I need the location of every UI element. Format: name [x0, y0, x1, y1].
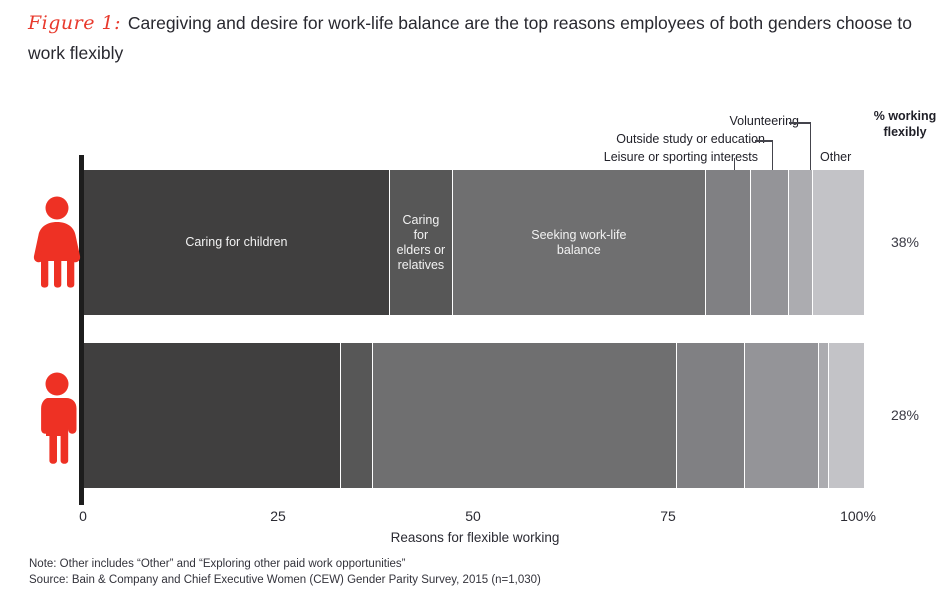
segment-caring-for-children-men[interactable] [84, 343, 341, 488]
segment-leisure-or-sporting-men[interactable] [676, 343, 746, 488]
stacked-bar-men[interactable] [84, 343, 864, 488]
leader-line-outside-study-h [755, 140, 773, 142]
callout-other: Other [820, 150, 852, 164]
leader-line-volunteering-v [809, 122, 811, 170]
y-axis-line [79, 155, 84, 505]
segment-other-women[interactable] [813, 170, 864, 315]
callout-volunteering: Volunteering [729, 114, 799, 128]
segment-label: Caring for elders or relatives [396, 212, 446, 272]
segment-volunteering-men[interactable] [818, 343, 829, 488]
footnote-source: Source: Bain & Company and Chief Executi… [29, 574, 541, 586]
percent-working-flexibly-header: % working flexibly [862, 108, 948, 140]
percent-value-men: 28% [890, 407, 920, 423]
segment-caring-for-elders-men[interactable] [340, 343, 373, 488]
segment-seeking-work-life-balance-women[interactable]: Seeking work-life balance [452, 170, 706, 315]
pct-head-line2: flexibly [883, 125, 927, 139]
x-tick-0: 0 [79, 508, 87, 524]
percent-value-women: 38% [890, 234, 920, 250]
segment-label: Seeking work-life balance [531, 227, 627, 257]
figure-title: Figure 1: Caregiving and desire for work… [28, 8, 928, 68]
callout-outside-study: Outside study or education [616, 132, 765, 146]
x-axis-title: Reasons for flexible working [390, 530, 560, 545]
x-tick-100: 100% [840, 508, 876, 524]
leader-line-volunteering-h [789, 122, 811, 124]
leader-line-outside-study-v [771, 140, 773, 170]
pct-head-line1: % working [873, 109, 937, 123]
footnote-note: Note: Other includes “Other” and “Explor… [29, 558, 406, 570]
segment-seeking-work-life-balance-men[interactable] [372, 343, 677, 488]
segment-other-men[interactable] [828, 343, 864, 488]
x-tick-25: 25 [270, 508, 286, 524]
segment-outside-study-men[interactable] [745, 343, 819, 488]
female-person-icon [31, 196, 83, 293]
male-person-icon [31, 372, 83, 469]
figure-number-label: Figure 1: [28, 12, 122, 34]
segment-leisure-or-sporting-women[interactable] [705, 170, 751, 315]
callout-leisure: Leisure or sporting interests [603, 150, 758, 164]
segment-volunteering-women[interactable] [789, 170, 814, 315]
x-tick-50: 50 [465, 508, 481, 524]
segment-caring-for-children-women[interactable]: Caring for children [84, 170, 390, 315]
segment-label: Caring for children [185, 235, 288, 249]
segment-caring-for-elders-women[interactable]: Caring for elders or relatives [389, 170, 453, 315]
segment-outside-study-women[interactable] [750, 170, 790, 315]
stacked-bar-women[interactable]: Caring for children Caring for elders or re… [84, 170, 864, 315]
x-tick-75: 75 [660, 508, 676, 524]
figure-title-text: Caregiving and desire for work-life bala… [28, 13, 912, 63]
leader-line-leisure-v [733, 158, 735, 170]
